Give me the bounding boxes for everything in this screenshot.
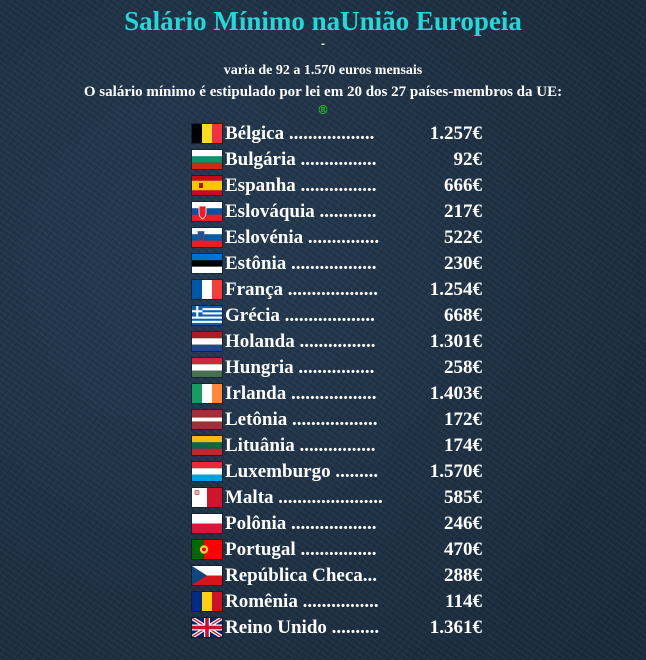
country-row-portugal: Portugal ................ 470€	[192, 537, 492, 563]
country-name: Portugal ................	[225, 539, 377, 560]
slovenia-flag-icon	[192, 228, 222, 247]
poland-flag-icon	[192, 514, 222, 533]
country-row-greece: Grécia ................... 668€	[192, 303, 492, 329]
country-row-belgium: Bélgica .................. 1.257€	[192, 121, 492, 147]
country-wage-list: Bélgica .................. 1.257€ Bulgár…	[192, 121, 492, 641]
country-row-france: França ................... 1.254€	[192, 277, 492, 303]
wage-value: 1.570€	[429, 461, 482, 482]
ireland-flag-icon	[192, 384, 222, 403]
country-name: Letônia ..................	[225, 409, 378, 430]
country-row-slovakia: Eslováquia ............ 217€	[192, 199, 492, 225]
country-name: França ...................	[225, 279, 379, 300]
wage-value: 92€	[453, 149, 483, 170]
country-name: Holanda ................	[225, 331, 376, 352]
subtitle-range: varia de 92 a 1.570 euros mensais	[223, 63, 423, 78]
wage-value: 522€	[444, 227, 482, 248]
wage-value: 230€	[444, 253, 482, 274]
wage-value: 470€	[444, 539, 482, 560]
country-name: Espanha ................	[225, 175, 377, 196]
luxembourg-flag-icon	[192, 462, 222, 481]
country-name: Reino Unido ..........	[225, 617, 380, 638]
czech-republic-flag-icon	[192, 566, 222, 585]
bulgaria-flag-icon	[192, 150, 222, 169]
country-row-netherlands: Holanda ................ 1.301€	[192, 329, 492, 355]
slovakia-flag-icon	[192, 202, 222, 221]
country-name: Bulgária ................	[225, 149, 377, 170]
country-row-lithuania: Lituânia ................ 174€	[192, 433, 492, 459]
belgium-flag-icon	[192, 124, 222, 143]
wage-value: 1.403€	[429, 383, 482, 404]
wage-value: 668€	[444, 305, 482, 326]
country-row-slovenia: Eslovénia ............... 522€	[192, 225, 492, 251]
netherlands-flag-icon	[192, 332, 222, 351]
wage-value: 217€	[444, 201, 482, 222]
france-flag-icon	[192, 280, 222, 299]
country-row-hungary: Hungria ................ 258€	[192, 355, 492, 381]
wage-value: 666€	[444, 175, 482, 196]
page-title: Salário Mínimo naUnião Europeia	[124, 6, 522, 36]
greece-flag-icon	[192, 306, 222, 325]
spain-flag-icon	[192, 176, 222, 195]
country-row-ireland: Irlanda .................. 1.403€	[192, 381, 492, 407]
country-name: República Checa...	[225, 565, 377, 586]
malta-flag-icon	[192, 488, 222, 507]
country-name: Irlanda ..................	[225, 383, 377, 404]
hungary-flag-icon	[192, 358, 222, 377]
registered-mark: ®	[317, 103, 329, 117]
country-name: Hungria ................	[225, 357, 375, 378]
subtitle-info: O salário mínimo é estipulado por lei em…	[83, 84, 563, 100]
country-row-latvia: Letônia .................. 172€	[192, 407, 492, 433]
country-name: Bélgica ..................	[225, 123, 375, 144]
country-row-romania: Romênia ................ 114€	[192, 589, 492, 615]
portugal-flag-icon	[192, 540, 222, 559]
country-name: Luxemburgo .........	[225, 461, 379, 482]
wage-value: 288€	[444, 565, 482, 586]
wage-value: 174€	[444, 435, 482, 456]
country-name: Estônia ..................	[225, 253, 377, 274]
country-row-malta: Malta ...................... 585€	[192, 485, 492, 511]
wage-value: 1.361€	[429, 617, 482, 638]
country-name: Eslovénia ...............	[225, 227, 380, 248]
country-row-spain: Espanha ................ 666€	[192, 173, 492, 199]
country-name: Lituânia ................	[225, 435, 376, 456]
wage-value: 258€	[444, 357, 482, 378]
wage-value: 1.301€	[429, 331, 482, 352]
country-row-united-kingdom: Reino Unido .......... 1.361€	[192, 615, 492, 641]
latvia-flag-icon	[192, 410, 222, 429]
wage-value: 1.257€	[429, 123, 482, 144]
country-name: Polônia ..................	[225, 513, 377, 534]
title-dash: -	[320, 39, 326, 50]
country-name: Malta ......................	[225, 487, 383, 508]
estonia-flag-icon	[192, 254, 222, 273]
wage-value: 585€	[444, 487, 482, 508]
wage-value: 1.254€	[429, 279, 482, 300]
country-row-luxembourg: Luxemburgo ......... 1.570€	[192, 459, 492, 485]
country-row-poland: Polônia .................. 246€	[192, 511, 492, 537]
country-row-bulgaria: Bulgária ................ 92€	[192, 147, 492, 173]
wage-value: 246€	[444, 513, 482, 534]
wage-value: 114€	[445, 591, 482, 612]
country-name: Eslováquia ............	[225, 201, 377, 222]
united-kingdom-flag-icon	[192, 618, 222, 637]
country-name: Romênia ................	[225, 591, 379, 612]
romania-flag-icon	[192, 592, 222, 611]
country-row-czech-republic: República Checa... 288€	[192, 563, 492, 589]
country-row-estonia: Estônia .................. 230€	[192, 251, 492, 277]
country-name: Grécia ...................	[225, 305, 375, 326]
lithuania-flag-icon	[192, 436, 222, 455]
wage-value: 172€	[444, 409, 482, 430]
